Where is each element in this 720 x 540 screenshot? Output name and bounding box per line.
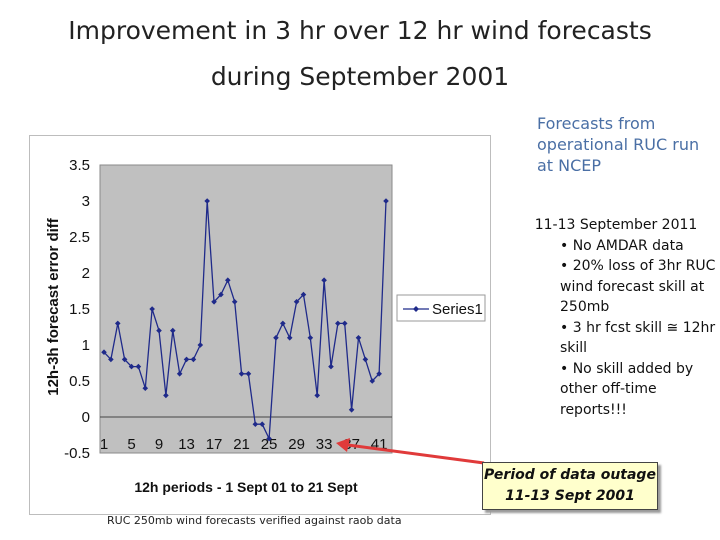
x-axis-title: 12h periods - 1 Sept 01 to 21 Sept <box>134 479 358 495</box>
x-tick-label: 17 <box>206 436 223 453</box>
y-axis-title: 12h-3h forecast error diff <box>45 217 62 396</box>
y-tick-label: 2 <box>82 265 90 282</box>
data-point <box>238 371 245 377</box>
x-tick-label: 33 <box>316 436 333 453</box>
data-point <box>169 327 176 334</box>
data-point <box>231 299 238 305</box>
x-tick-label: 21 <box>233 436 250 453</box>
slide-title-line-2: during September 2001 <box>210 62 510 91</box>
data-point <box>176 371 183 377</box>
y-tick-label: 0 <box>82 409 90 426</box>
plot-area <box>99 164 393 454</box>
notes-heading: 11-13 September 2011 <box>534 217 698 233</box>
data-point <box>341 320 348 327</box>
data-point <box>369 378 376 384</box>
data-point <box>101 349 107 355</box>
x-tick-label: 13 <box>178 436 195 453</box>
data-point <box>142 385 149 391</box>
data-point <box>328 363 334 370</box>
y-tick-label: 1.5 <box>69 301 90 318</box>
legend-box <box>396 294 486 322</box>
data-point <box>321 277 327 283</box>
x-tick-label: 5 <box>127 436 135 453</box>
data-point <box>259 421 265 427</box>
legend-marker <box>413 306 419 312</box>
notes-item: • 3 hr fcst skill ≅ 12hr skill <box>560 319 716 357</box>
notes-block: 11-13 September 2011 • No AMDAR data • 2… <box>516 215 716 420</box>
y-tick-label: 3.5 <box>69 157 90 174</box>
data-point <box>286 335 293 341</box>
data-point <box>190 356 197 363</box>
y-tick-label: 1 <box>82 337 90 354</box>
data-point <box>335 320 341 327</box>
data-point <box>280 320 286 327</box>
data-point <box>273 335 279 341</box>
data-point <box>355 335 362 341</box>
data-point <box>362 356 369 363</box>
data-point <box>156 327 162 334</box>
slide-title-line-1: Improvement in 3 hr over 12 hr wind fore… <box>68 16 652 45</box>
data-point <box>121 356 128 363</box>
legend-label: Series1 <box>432 301 483 318</box>
data-point <box>204 198 210 204</box>
y-tick-label: 3 <box>82 193 90 210</box>
notes-item: • 20% loss of 3hr RUC wind forecast skil… <box>560 258 716 315</box>
data-point <box>245 371 252 377</box>
data-point <box>114 320 121 327</box>
data-point <box>314 392 321 399</box>
x-tick-label: 25 <box>261 436 278 453</box>
data-point <box>307 335 314 341</box>
notes-list: • No AMDAR data • 20% loss of 3hr RUC wi… <box>516 236 716 421</box>
notes-item: • No AMDAR data <box>560 237 684 254</box>
x-tick-label: 1 <box>100 436 108 453</box>
data-point <box>225 277 231 283</box>
y-tick-label: -0.5 <box>64 445 90 462</box>
x-tick-label: 29 <box>288 436 305 453</box>
arrow-head <box>336 438 350 452</box>
source-note: Forecasts from operational RUC run at NC… <box>537 114 700 175</box>
data-point <box>108 356 114 363</box>
data-point <box>293 299 300 305</box>
data-point <box>383 198 389 204</box>
footnote: RUC 250mb wind forecasts verified agains… <box>107 514 402 527</box>
data-point <box>211 299 217 305</box>
outage-callout: Period of data outage 11-13 Sept 2001 <box>482 462 658 510</box>
data-point <box>266 435 272 442</box>
arrow-line <box>347 443 485 465</box>
y-tick-label: 0.5 <box>69 373 90 390</box>
data-point <box>163 392 169 399</box>
data-point <box>252 421 259 427</box>
data-point <box>376 371 382 377</box>
notes-item: • No skill added by other off-time repor… <box>560 360 694 418</box>
x-tick-label: 9 <box>155 436 163 453</box>
line-chart: 3.532.521.510.50-0.515913172125293337411… <box>45 157 486 495</box>
data-point <box>197 342 204 348</box>
data-point <box>348 407 355 413</box>
y-tick-label: 2.5 <box>69 229 90 246</box>
data-point <box>218 291 224 298</box>
data-point <box>183 356 190 363</box>
data-point <box>300 291 307 298</box>
